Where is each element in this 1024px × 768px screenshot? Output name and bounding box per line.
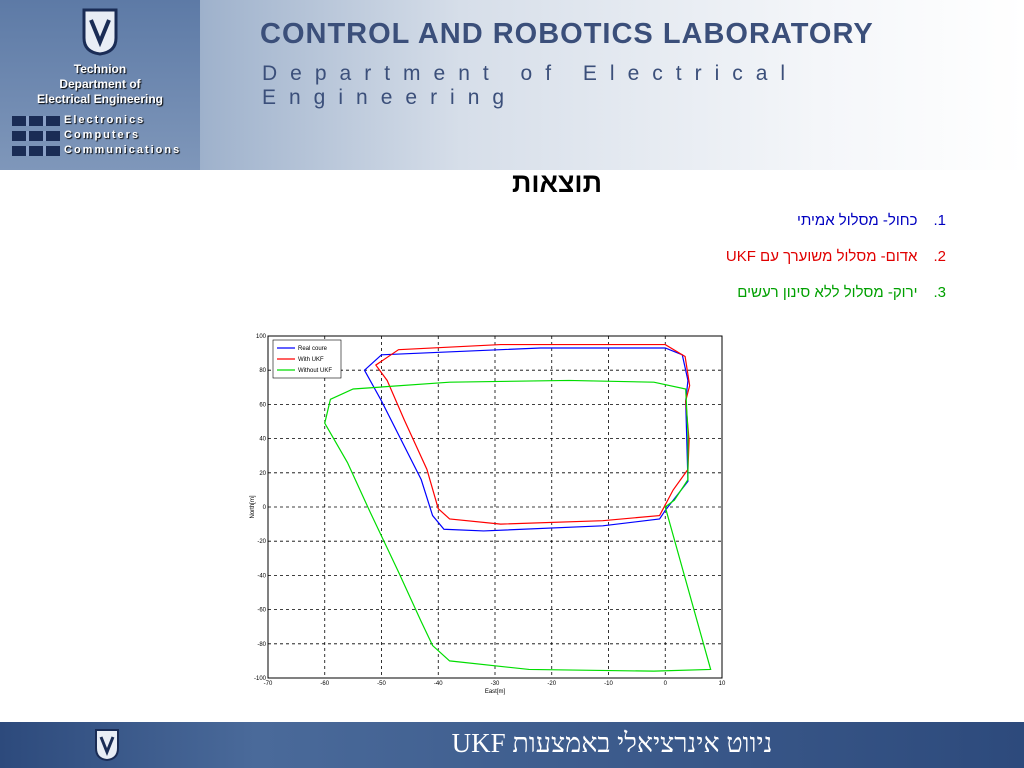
- legend-label: With UKF: [298, 357, 324, 363]
- footer: [0, 722, 1024, 768]
- institution: Department of: [59, 77, 141, 91]
- list-item: 1. כחול- מסלול אמיתי: [797, 212, 946, 229]
- division: Electronics: [64, 114, 146, 126]
- list-text: ירוק- מסלול ללא סינון רעשים: [737, 284, 918, 301]
- x-tick-label: -50: [377, 681, 386, 687]
- x-tick-label: -70: [264, 681, 273, 687]
- x-tick-label: 10: [719, 681, 726, 687]
- lab-name: CONTROL AND ROBOTICS LABORATORY: [260, 18, 874, 50]
- logo-panel: [0, 0, 200, 170]
- department: Department of Electrical Engineering: [262, 62, 799, 109]
- icon: [12, 116, 60, 126]
- x-axis-label: East[m]: [485, 689, 506, 695]
- x-tick-label: -20: [547, 681, 556, 687]
- footer-text: ניווט אינרציאלי באמצעות UKF: [451, 728, 773, 758]
- list-number: 1.: [933, 212, 946, 229]
- institution: Technion: [73, 62, 127, 76]
- y-tick-label: 40: [259, 437, 266, 443]
- x-tick-label: -60: [320, 681, 329, 687]
- y-tick-label: 60: [259, 402, 266, 408]
- y-tick-label: 0: [263, 505, 267, 511]
- y-tick-label: -100: [254, 676, 267, 682]
- icon: [12, 131, 60, 141]
- series-line: [324, 379, 712, 672]
- chart: -70 -60 -50 -40 -30 -20 -10 0 10-100-80-60-40-20…: [250, 334, 726, 695]
- institution: Electrical Engineering: [36, 92, 164, 106]
- y-tick-label: -40: [257, 573, 266, 579]
- icon: [12, 146, 60, 156]
- division: Communications: [64, 144, 182, 156]
- y-tick-label: 80: [259, 368, 266, 374]
- list-text: אדום- מסלול משוערך עם UKF: [725, 248, 918, 265]
- y-tick-label: -80: [257, 642, 266, 648]
- y-tick-label: 20: [259, 471, 266, 477]
- division: Computers: [64, 129, 141, 141]
- y-tick-label: 100: [256, 334, 267, 340]
- slide-title: תוצאות: [512, 168, 602, 198]
- y-axis-label: North[m]: [250, 495, 256, 518]
- logo: [95, 729, 119, 762]
- list-number: 3.: [933, 284, 946, 301]
- legend-label: Real coure: [298, 346, 328, 352]
- x-tick-label: 0: [664, 681, 668, 687]
- list-item: 2. אדום- מסלול משוערך עם UKF: [726, 248, 946, 265]
- x-tick-label: -40: [434, 681, 443, 687]
- x-tick-label: -30: [491, 681, 500, 687]
- series-line: [374, 343, 691, 525]
- logo: [82, 8, 118, 56]
- x-tick-label: -10: [604, 681, 613, 687]
- y-tick-label: -20: [257, 539, 266, 545]
- list-text: כחול- מסלול אמיתי: [797, 212, 918, 229]
- legend-label: Without UKF: [298, 368, 332, 374]
- series-line: [363, 347, 689, 532]
- y-tick-label: -60: [257, 608, 266, 614]
- list-number: 2.: [933, 248, 946, 265]
- list-item: 3. ירוק- מסלול ללא סינון רעשים: [737, 284, 946, 301]
